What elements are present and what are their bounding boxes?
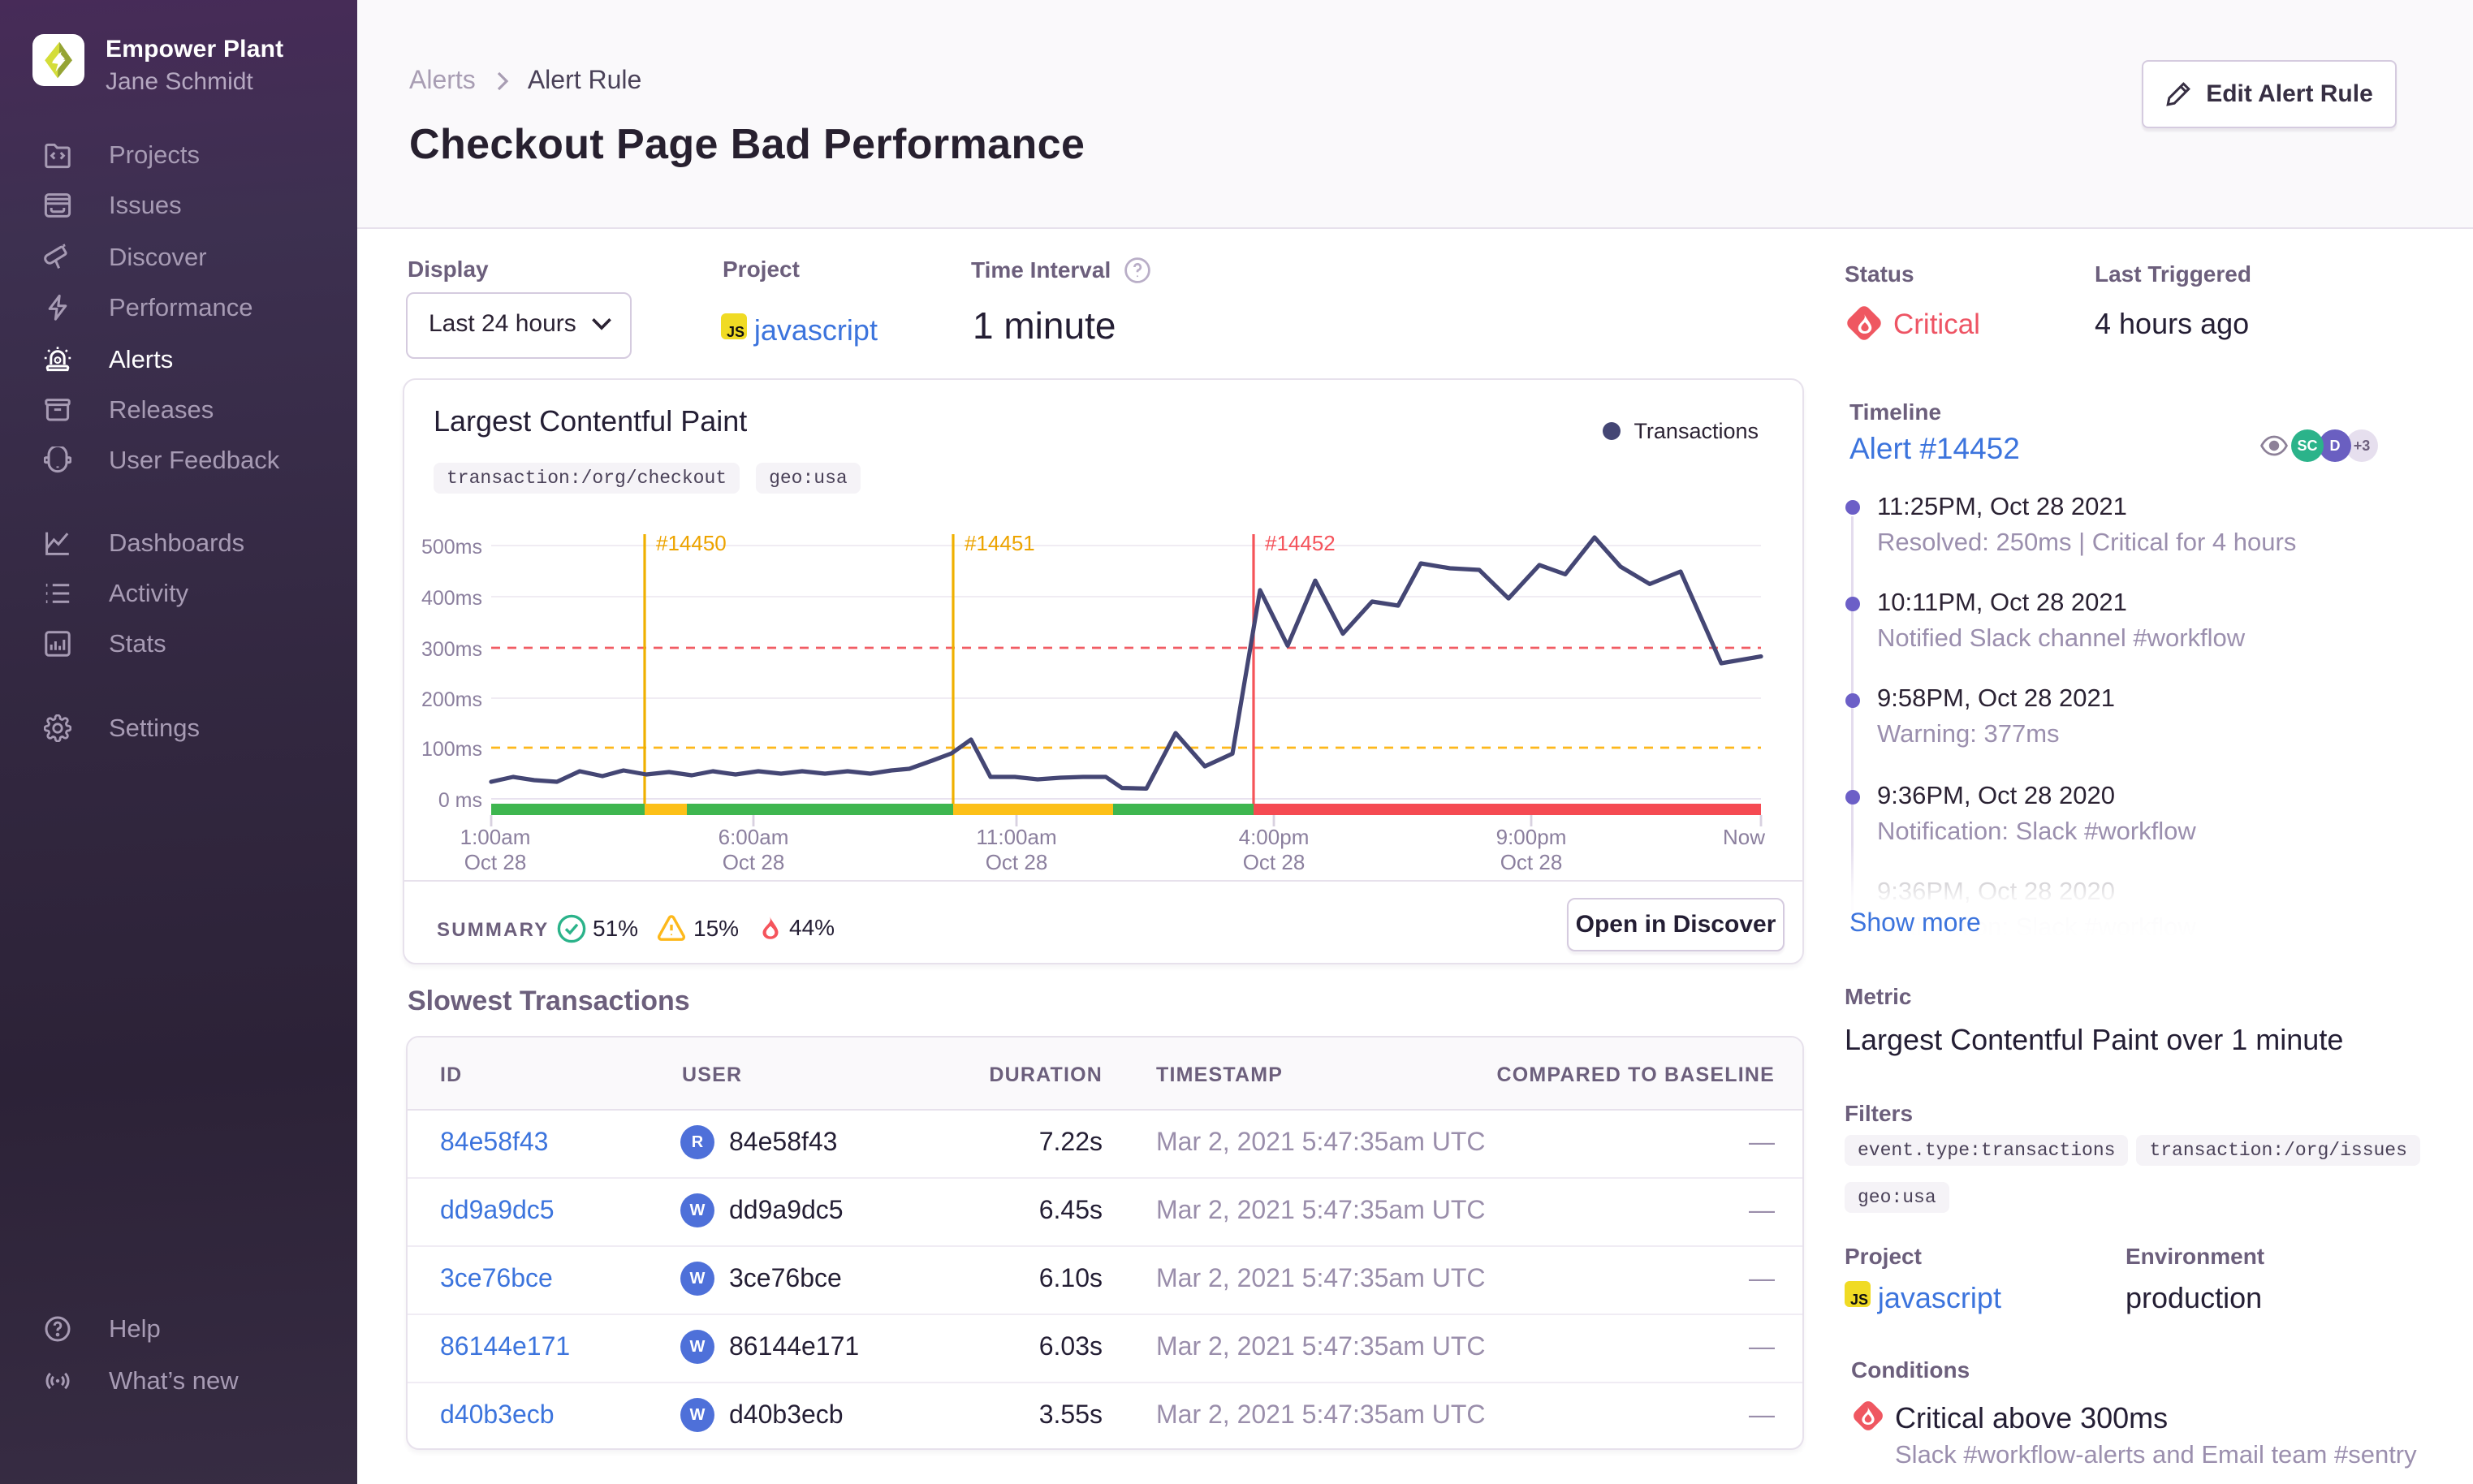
svg-text:500ms: 500ms [421,536,482,559]
svg-text:200ms: 200ms [421,688,482,711]
svg-text:0 ms: 0 ms [438,789,482,812]
svg-text:Oct 28: Oct 28 [1243,850,1306,874]
svg-text:Now: Now [1723,825,1765,849]
svg-text:#14451: #14451 [965,531,1035,555]
svg-text:6:00am: 6:00am [719,825,789,849]
svg-text:Oct 28: Oct 28 [1500,850,1563,874]
svg-text:9:00pm: 9:00pm [1496,825,1567,849]
svg-text:1:00am: 1:00am [460,825,531,849]
svg-text:Oct 28: Oct 28 [723,850,785,874]
svg-text:400ms: 400ms [421,587,482,610]
svg-text:#14450: #14450 [656,531,727,555]
svg-text:Oct 28: Oct 28 [986,850,1048,874]
svg-text:100ms: 100ms [421,738,482,761]
svg-text:300ms: 300ms [421,638,482,661]
svg-text:11:00am: 11:00am [976,825,1056,849]
svg-text:#14452: #14452 [1265,531,1336,555]
svg-text:Oct 28: Oct 28 [464,850,527,874]
svg-text:4:00pm: 4:00pm [1239,825,1310,849]
